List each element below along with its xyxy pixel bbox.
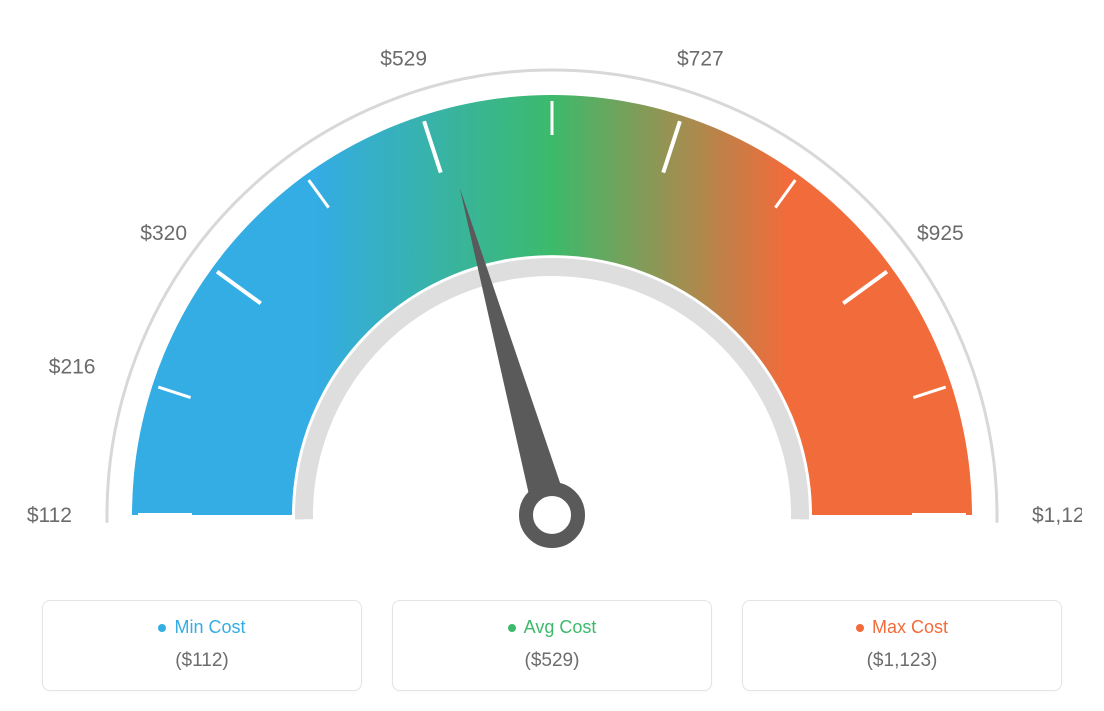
dot-icon <box>856 624 864 632</box>
legend-row: Min Cost ($112) Avg Cost ($529) Max Cost… <box>22 600 1082 691</box>
legend-value-min: ($112) <box>43 650 361 672</box>
tick-label: $529 <box>380 47 427 70</box>
dot-icon <box>508 624 516 632</box>
legend-label-min: Min Cost <box>174 617 245 638</box>
legend-card-avg: Avg Cost ($529) <box>392 600 712 691</box>
tick-label: $112 <box>27 504 72 527</box>
legend-card-min: Min Cost ($112) <box>42 600 362 691</box>
tick-label: $216 <box>49 356 96 379</box>
tick-label: $320 <box>140 222 187 245</box>
dot-icon <box>158 624 166 632</box>
legend-value-max: ($1,123) <box>743 650 1061 672</box>
cost-gauge-chart: $112 $216 $320 $529 $727 $925 $1,123 Min Cost … <box>22 20 1082 691</box>
legend-label-max: Max Cost <box>872 617 948 638</box>
legend-value-avg: ($529) <box>393 650 711 672</box>
gauge-svg: $112 $216 $320 $529 $727 $925 $1,123 <box>22 20 1082 560</box>
tick-label: $1,123 <box>1032 504 1082 527</box>
tick-label: $925 <box>917 222 964 245</box>
legend-card-max: Max Cost ($1,123) <box>742 600 1062 691</box>
legend-label-avg: Avg Cost <box>524 617 597 638</box>
tick-label: $727 <box>677 47 724 70</box>
